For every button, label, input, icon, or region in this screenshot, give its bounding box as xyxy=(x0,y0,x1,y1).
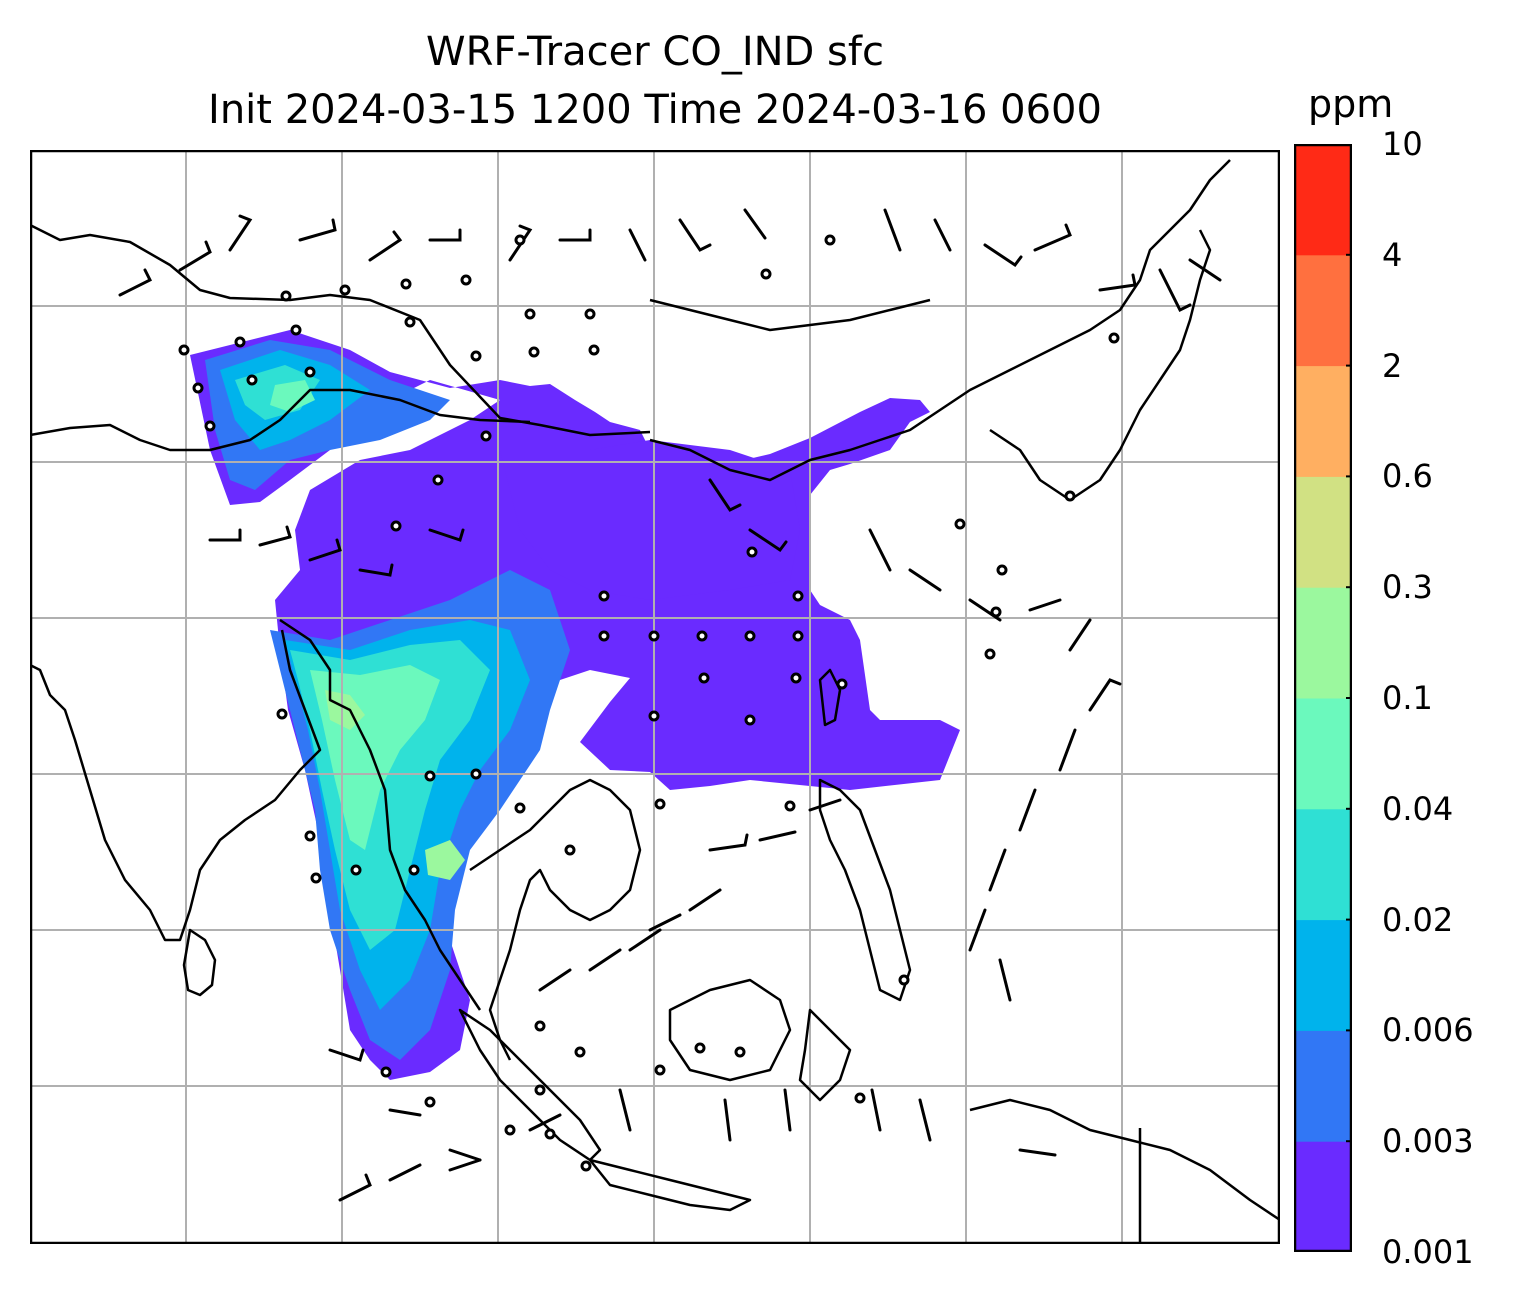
colorbar-tick-label: 0.02 xyxy=(1382,900,1454,939)
colorbar-segment xyxy=(1294,1030,1352,1142)
colorbar-tick-label: 0.006 xyxy=(1382,1011,1474,1050)
coastline-sumatra xyxy=(458,1008,602,1162)
colorbar-segment xyxy=(1294,476,1352,588)
colorbar-unit: ppm xyxy=(1308,82,1394,126)
colorbar-segment xyxy=(1294,1141,1352,1252)
colorbar-segment xyxy=(1294,144,1352,256)
colorbar-segment xyxy=(1294,254,1352,367)
coastline-srilanka xyxy=(182,928,217,997)
colorbar-tick-label: 2 xyxy=(1382,346,1403,385)
colorbar-tick-label: 0.1 xyxy=(1382,679,1433,717)
coastline-korea-japan xyxy=(989,229,1212,502)
calm-wind-markers xyxy=(178,234,1120,1172)
coastline-taiwan xyxy=(818,668,842,727)
border-central-asia xyxy=(30,388,531,452)
tracer-higher-2 xyxy=(425,840,465,880)
coastline-indochina xyxy=(469,778,642,1061)
coastline-java xyxy=(588,1158,752,1212)
colorbar xyxy=(1294,144,1352,1252)
colorbar-segment xyxy=(1294,587,1352,699)
colorbar-tick-label: 0.001 xyxy=(1382,1233,1474,1271)
coastline-sulawesi xyxy=(798,1008,852,1102)
coastline-philippines xyxy=(818,778,912,1002)
colorbar-tick-label: 0.003 xyxy=(1382,1122,1474,1161)
coastline-borneo xyxy=(668,978,792,1082)
colorbar-tick-label: 0.04 xyxy=(1382,789,1454,828)
coastline-mongolia xyxy=(649,298,931,332)
map-title-line2: Init 2024-03-15 1200 Time 2024-03-16 060… xyxy=(208,87,1102,133)
tracer-concentration-field xyxy=(190,330,960,1080)
colorbar-tick-label: 10 xyxy=(1382,125,1423,163)
coastline-china-east xyxy=(649,159,1231,482)
colorbar-segment xyxy=(1294,365,1352,477)
coastlines-and-borders xyxy=(30,159,1280,1244)
colorbar-tick-label: 4 xyxy=(1382,235,1403,274)
coastline-india xyxy=(30,629,322,942)
map-border xyxy=(30,150,1280,1244)
wind-barbs xyxy=(118,208,1222,1202)
map-panel xyxy=(30,150,1280,1244)
tracer-plume-east xyxy=(500,440,800,600)
coastline-newguinea xyxy=(969,1098,1280,1222)
colorbar-segment xyxy=(1294,808,1352,921)
border-myanmar xyxy=(279,618,482,1011)
colorbar-segment xyxy=(1294,698,1352,810)
map-title-line1: WRF-Tracer CO_IND sfc xyxy=(426,29,884,75)
colorbar-tick-label: 0.3 xyxy=(1382,568,1433,607)
tracer-high xyxy=(270,380,315,412)
colorbar-tick-label: 0.6 xyxy=(1382,457,1433,496)
map-gridlines xyxy=(30,150,1280,1244)
colorbar-segment xyxy=(1294,919,1352,1031)
